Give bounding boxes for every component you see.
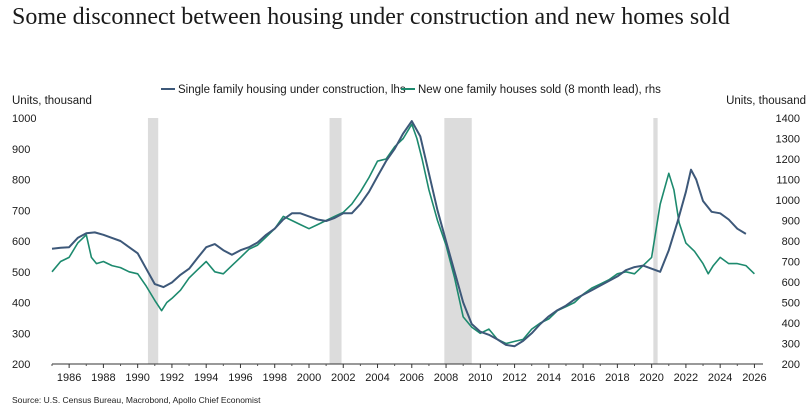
recession-band-1 [147,118,159,364]
x-tick-label-1990: 1990 [125,372,149,384]
y-right-tick-label-800: 800 [782,236,800,248]
x-tick-label-1994: 1994 [194,372,218,384]
source-note: Source: U.S. Census Bureau, Macrobond, A… [12,395,261,405]
recession-band-4 [653,118,658,364]
y-right-tick-label-600: 600 [782,277,800,289]
legend-label-construction: Single family housing under construction… [178,84,406,96]
y-right-tick-label-400: 400 [782,318,800,330]
x-tick-label-2010: 2010 [468,372,492,384]
x-tick-label-2006: 2006 [400,372,424,384]
series-line-construction [51,120,747,348]
left-axis-title: Units, thousand [12,95,92,107]
x-tick-label-1992: 1992 [160,372,184,384]
y-left-tick-label-800: 800 [12,175,30,187]
y-right-tick-label-1200: 1200 [776,154,800,166]
x-tick-label-2002: 2002 [331,372,355,384]
y-left-tick-label-300: 300 [12,328,30,340]
x-tick-label-2020: 2020 [639,372,663,384]
x-tick-label-2014: 2014 [537,372,561,384]
series-lines [51,120,755,348]
x-tick-label-2022: 2022 [674,372,698,384]
recession-band-3 [444,118,472,364]
x-tick-label-2008: 2008 [434,372,458,384]
x-tick-label-2012: 2012 [502,372,526,384]
x-tick-label-2016: 2016 [571,372,595,384]
x-tick-label-2004: 2004 [365,372,389,384]
y-left-tick-label-1000: 1000 [12,113,36,125]
x-tick-label-2026: 2026 [742,372,766,384]
y-right-tick-label-300: 300 [782,339,800,351]
chart-title: Some disconnect between housing under co… [12,4,730,30]
legend: Single family housing under construction… [161,84,661,96]
x-tick-label-1988: 1988 [91,372,115,384]
y-left-tick-label-900: 900 [12,144,30,156]
x-tick-label-1996: 1996 [228,372,252,384]
y-left-tick-label-500: 500 [12,267,30,279]
x-tick-label-1986: 1986 [57,372,81,384]
x-tick-label-2000: 2000 [297,372,321,384]
x-tick-label-2024: 2024 [708,372,732,384]
y-left-tick-label-600: 600 [12,236,30,248]
recession-band-2 [329,118,342,364]
series-line-sales [51,123,755,345]
y-right-tick-label-1100: 1100 [776,175,800,187]
y-right-tick-label-900: 900 [782,216,800,228]
y-left-tick-label-400: 400 [12,298,30,310]
x-tick-label-1998: 1998 [262,372,286,384]
recession-bands [147,118,658,364]
axes: 1986 1988 1990 1992 1994 1996 1998 2000 2002 2004… [12,113,800,384]
y-right-tick-label-500: 500 [782,298,800,310]
right-axis-title: Units, thousand [726,95,806,107]
x-tick-label-2018: 2018 [605,372,629,384]
y-right-tick-label-700: 700 [782,257,800,269]
legend-label-sales: New one family houses sold (8 month lead… [418,84,661,96]
y-left-tick-label-200: 200 [12,359,30,371]
y-right-tick-label-1400: 1400 [776,113,800,125]
y-right-tick-label-1300: 1300 [776,134,800,146]
y-right-tick-label-200: 200 [782,359,800,371]
y-right-tick-label-1000: 1000 [776,195,800,207]
y-left-tick-label-700: 700 [12,205,30,217]
